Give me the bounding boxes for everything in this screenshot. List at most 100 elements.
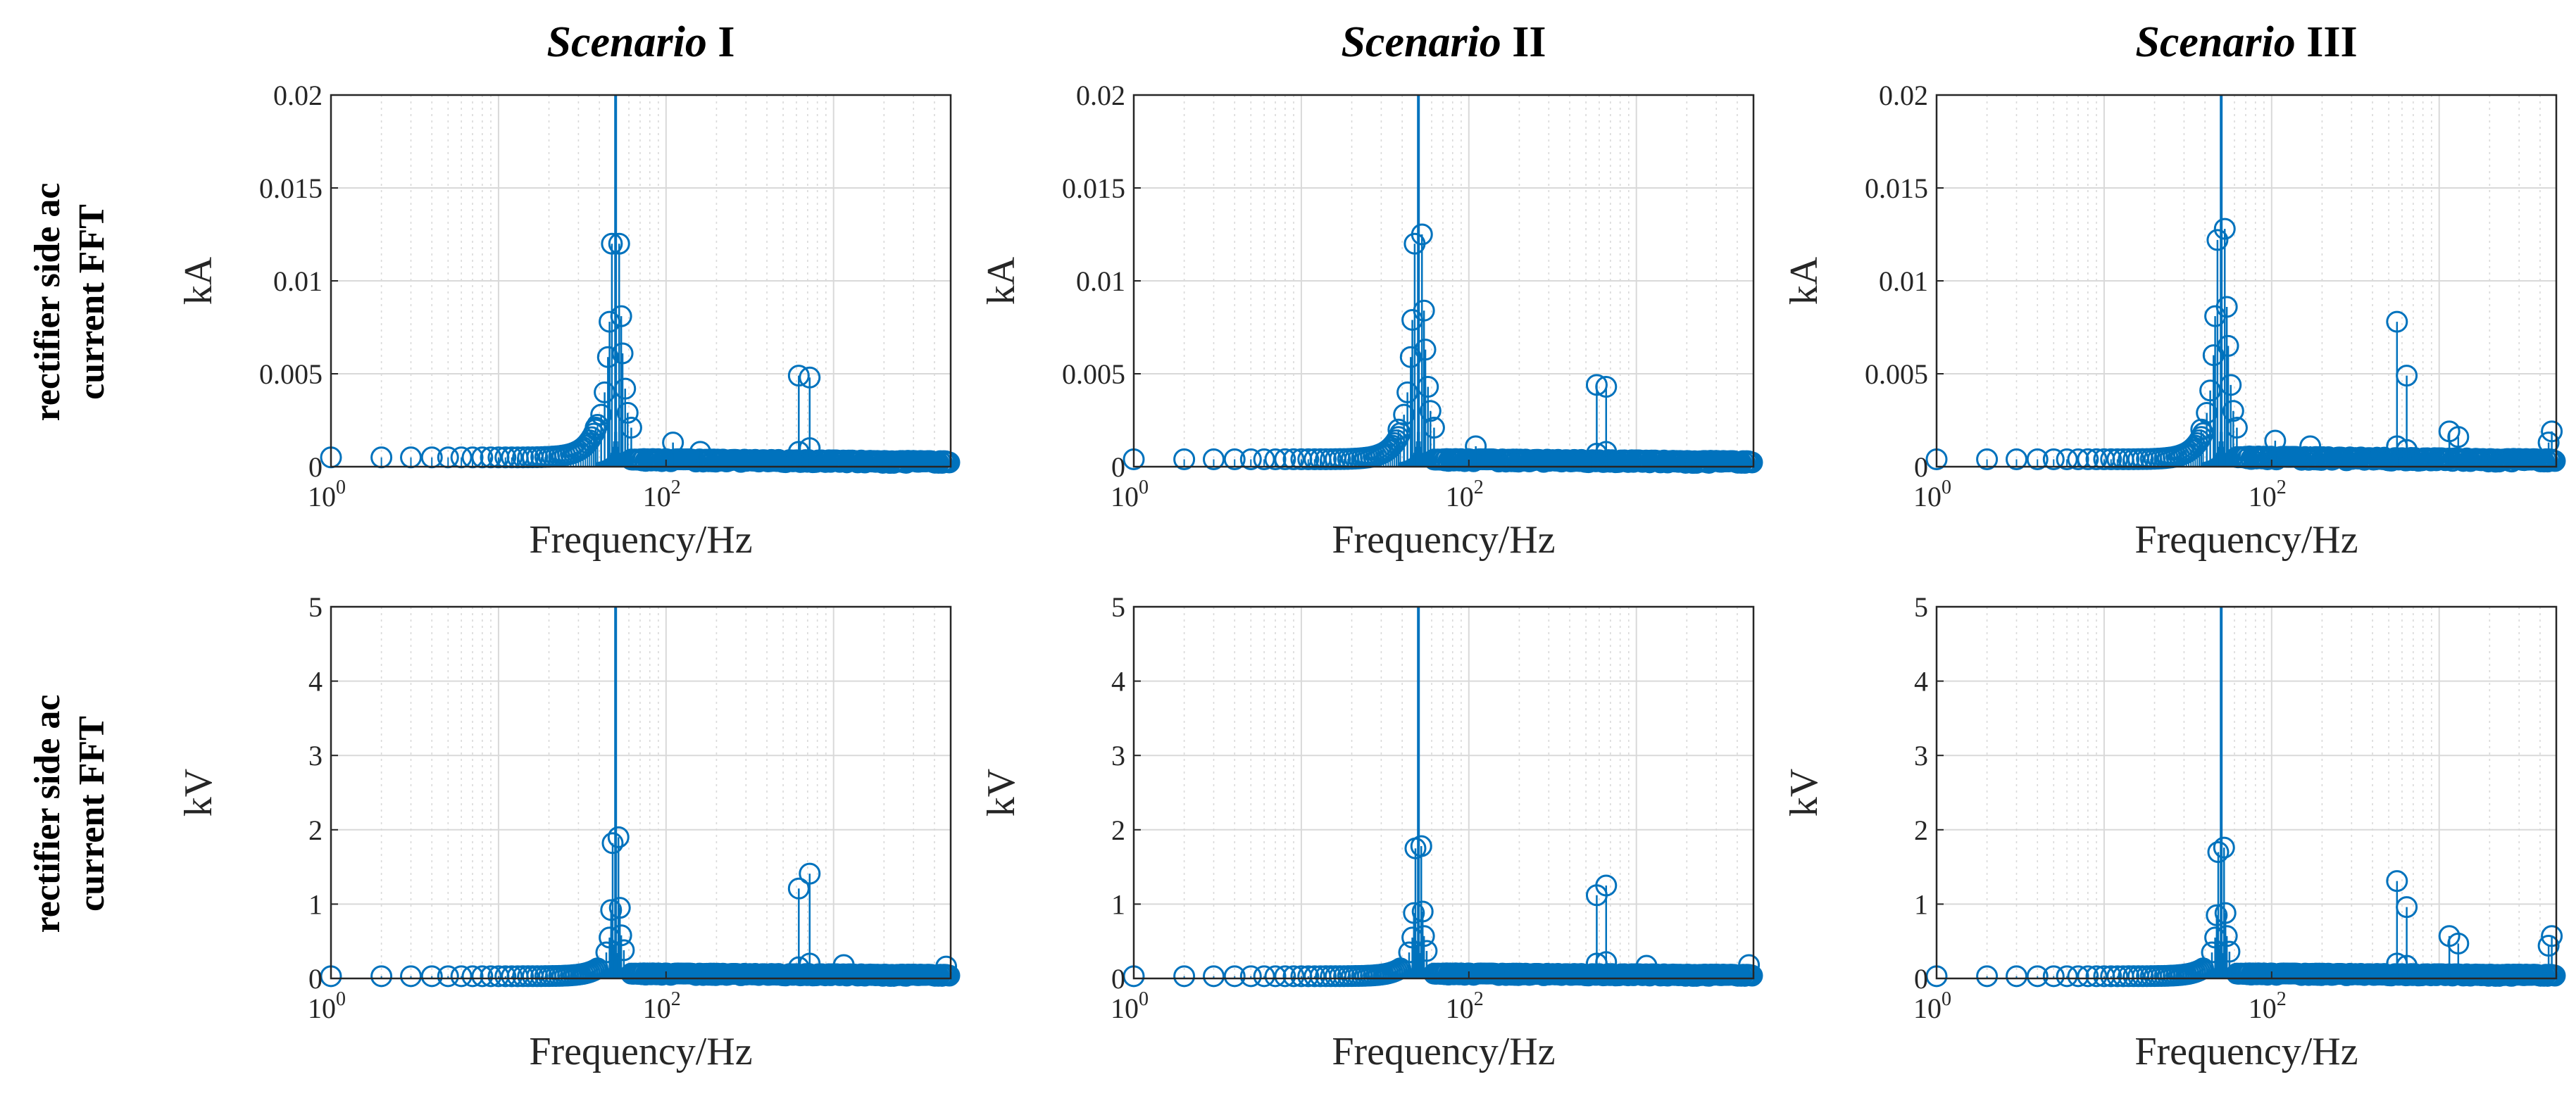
floor-marker [1239, 965, 1262, 988]
y-tick-label: 0.02 [1879, 80, 1928, 111]
floor-marker [1274, 448, 1296, 470]
harmonic-marker [1414, 339, 1437, 361]
y-tick-label: 0 [308, 451, 323, 483]
floor-marker [1239, 448, 1262, 470]
x-axis-label: Frequency/Hz [529, 518, 752, 562]
harmonic-marker [2537, 431, 2560, 454]
floor-marker [2085, 448, 2108, 470]
y-tick-label: 5 [308, 591, 323, 623]
harmonic-marker [2220, 374, 2242, 396]
floor-marker [1303, 965, 1326, 988]
harmonic-marker [1595, 375, 1618, 398]
harmonic-marker [2396, 365, 2418, 387]
harmonic-marker [1417, 375, 1439, 398]
y-tick-label: 0 [1111, 963, 1125, 995]
y-tick-label: 0.01 [1076, 265, 1125, 297]
harmonic-marker [610, 305, 632, 327]
floor-marker [938, 451, 961, 474]
y-tick-label: 4 [1111, 666, 1125, 698]
y-tick-label: 0.02 [1076, 80, 1125, 111]
harmonic-marker [2396, 439, 2418, 461]
y-axis-label: kV [177, 769, 220, 817]
noise-floor [1123, 410, 1763, 474]
harmonic-marker [611, 342, 634, 365]
x-axis-label: Frequency/Hz [1332, 518, 1555, 562]
harmonic-marker [607, 826, 630, 848]
harmonic-marker [1738, 954, 1761, 976]
floor-marker [471, 965, 494, 988]
plot-area [1134, 607, 1753, 978]
floor-marker [1203, 965, 1225, 988]
harmonic-marker [2386, 870, 2408, 893]
harmonic-marker [590, 403, 613, 426]
y-tick-label: 0 [1111, 451, 1125, 483]
floor-marker [2006, 448, 2028, 470]
floor-marker [1173, 448, 1196, 470]
harmonic-marker [2541, 925, 2563, 947]
floor-marker [1297, 448, 1320, 470]
y-tick-label: 0.005 [259, 358, 323, 390]
harmonic-marker [1423, 417, 1445, 439]
harmonic-marker [2386, 435, 2408, 458]
row-label-line: current FFT [72, 204, 112, 400]
harmonic-marker [613, 939, 635, 962]
floor-marker [480, 965, 502, 988]
y-tick-label: 1 [1914, 888, 1928, 920]
x-axis-label: Frequency/Hz [1332, 1030, 1555, 1073]
floor-marker [1282, 448, 1305, 470]
floor-marker [1976, 965, 1999, 988]
harmonic-marker [599, 310, 621, 333]
y-tick-label: 5 [1914, 591, 1928, 623]
floor-marker [450, 965, 473, 988]
harmonic-marker [2215, 925, 2238, 947]
floor-marker [1223, 448, 1246, 470]
floor-marker [2085, 965, 2108, 988]
harmonic-marker [2204, 926, 2227, 949]
y-tick-label: 3 [1914, 740, 1928, 771]
y-axis-label: kV [1782, 769, 1826, 817]
floor-marker [2056, 965, 2078, 988]
y-tick-label: 3 [308, 740, 323, 771]
floor-marker [501, 965, 523, 988]
plot-area [1937, 607, 2556, 978]
x-tick-label: 100 [308, 988, 346, 1024]
harmonic-marker [1393, 403, 1415, 426]
floor-marker [1976, 448, 1999, 470]
harmonic-marker [1419, 400, 1442, 422]
harmonic-marker [596, 346, 619, 368]
harmonic-marker [2213, 836, 2235, 859]
noise-floor [320, 922, 961, 988]
x-axis-label: Frequency/Hz [2134, 518, 2358, 562]
y-tick-label: 0.015 [1865, 172, 1928, 204]
harmonic-marker [608, 232, 630, 255]
y-tick-label: 0.01 [1879, 265, 1928, 297]
harmonic-marker [1413, 925, 1435, 947]
harmonic-marker [595, 941, 618, 964]
y-tick-label: 4 [1914, 666, 1928, 698]
harmonic-marker [1398, 941, 1420, 964]
harmonic-marker [2396, 896, 2418, 919]
panel-top-left: 0 0.005 0.01 0.015 0.02 100 102 Frequency/Hz kA S… [27, 18, 961, 562]
scenario-title: Scenario I [547, 18, 735, 66]
harmonic-marker [620, 417, 642, 439]
harmonic-marker [2537, 935, 2560, 957]
y-axis-label: kA [1782, 256, 1826, 305]
harmonic-marker [1585, 374, 1608, 396]
harmonic-marker [2222, 400, 2244, 422]
floor-marker [1253, 965, 1275, 988]
y-tick-label: 0.005 [1062, 358, 1125, 390]
floor-marker [2106, 965, 2129, 988]
floor-marker [437, 965, 459, 988]
floor-marker [400, 965, 423, 988]
harmonic-marker [2447, 426, 2470, 448]
floor-marker [2106, 448, 2129, 470]
floor-marker [1741, 451, 1763, 474]
x-tick-label: 100 [1913, 477, 1951, 512]
harmonic-marker [1595, 441, 1618, 463]
y-tick-label: 1 [1111, 888, 1125, 920]
harmonic-marker [2447, 932, 2470, 955]
floor-marker [420, 965, 443, 988]
floor-marker [2006, 965, 2028, 988]
harmonic-marker [1396, 381, 1419, 403]
